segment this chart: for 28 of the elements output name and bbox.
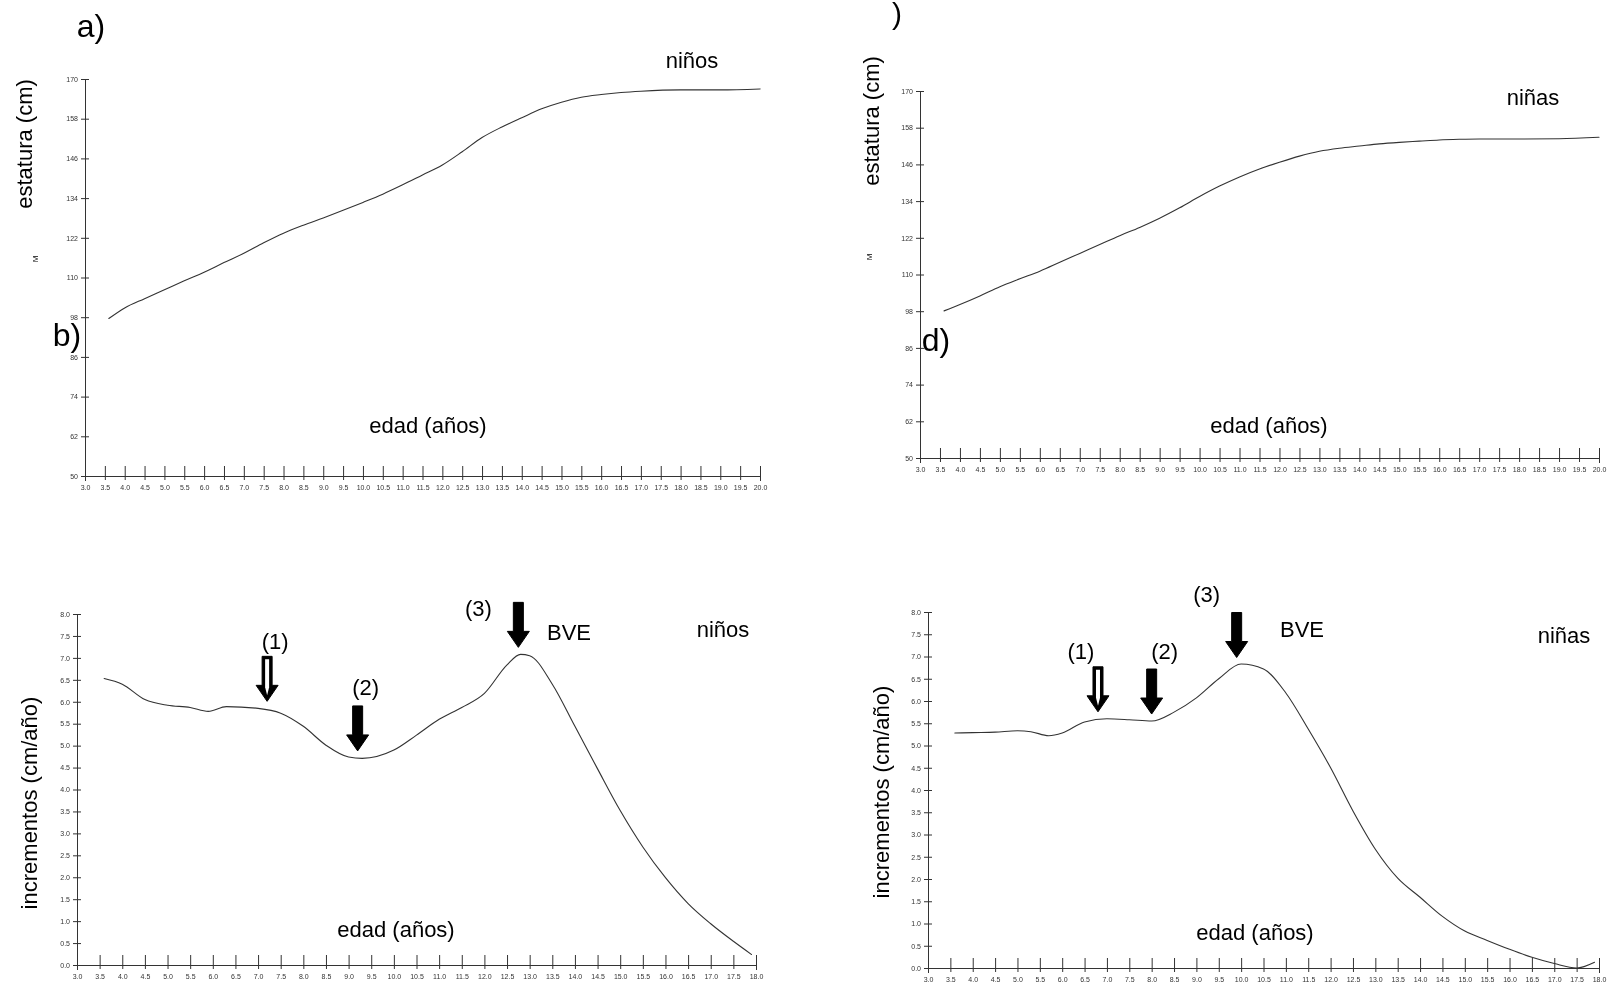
x-axis-title: edad (años) bbox=[1210, 412, 1328, 438]
text: M bbox=[31, 255, 41, 263]
annotation: BVE bbox=[546, 619, 592, 645]
annotation: (2) bbox=[352, 674, 380, 700]
x-axis-title: edad (años) bbox=[369, 412, 487, 438]
annotation: (1) bbox=[261, 629, 289, 655]
text: M bbox=[865, 253, 875, 261]
line-series bbox=[103, 653, 753, 956]
annotation: BVE bbox=[1279, 616, 1325, 642]
text: a) bbox=[76, 8, 106, 45]
text: niños bbox=[665, 47, 719, 73]
line-series bbox=[943, 136, 1600, 312]
x-axis-title: edad (años) bbox=[1196, 919, 1314, 945]
annotation: d) bbox=[921, 322, 951, 359]
text: ) bbox=[892, 0, 902, 30]
annotation: (1) bbox=[1067, 638, 1095, 664]
y-axis-title: estatura (cm) bbox=[11, 79, 37, 209]
annotation: niñas bbox=[1506, 84, 1560, 110]
y-axis-title: incrementos (cm/año) bbox=[868, 685, 894, 899]
y-axis-title: incrementos (cm/año) bbox=[16, 696, 42, 910]
annotation: (2) bbox=[1151, 638, 1179, 664]
annotation: (3) bbox=[464, 596, 492, 622]
annotation: (3) bbox=[1193, 582, 1221, 608]
line-series bbox=[108, 88, 761, 320]
annotation: niñas bbox=[1537, 622, 1591, 648]
x-axis-title: edad (años) bbox=[337, 916, 455, 942]
annotation: niños bbox=[696, 616, 750, 642]
y-axis-title: estatura (cm) bbox=[858, 56, 884, 186]
